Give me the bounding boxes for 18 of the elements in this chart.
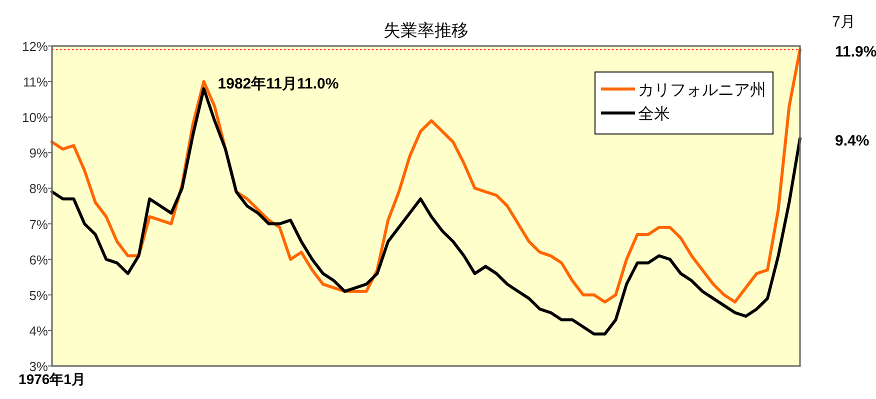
text: 7月 [832,14,856,31]
y-tick-label: 4% [29,323,48,338]
y-tick-label: 10% [22,110,48,126]
y-tick-label: 7% [29,216,48,232]
y-tick-label: 12% [22,39,48,54]
chart-title: 失業率推移 [384,21,468,40]
text: 9.4% [835,132,870,150]
y-tick-label: 9% [29,146,48,161]
y-tick-label: 3% [29,359,48,374]
legend-label: カリフォルニア州 [638,81,766,99]
annotation: 1982年11月11.0% [218,76,339,93]
y-tick-label: 5% [29,288,48,303]
text: 11.9% [835,44,876,61]
text: 1976年1月 [18,371,86,387]
legend-label: 全米 [638,105,670,123]
y-tick-label: 6% [29,252,48,268]
y-tick-label: 11% [22,74,48,90]
y-tick-label: 8% [29,181,48,196]
